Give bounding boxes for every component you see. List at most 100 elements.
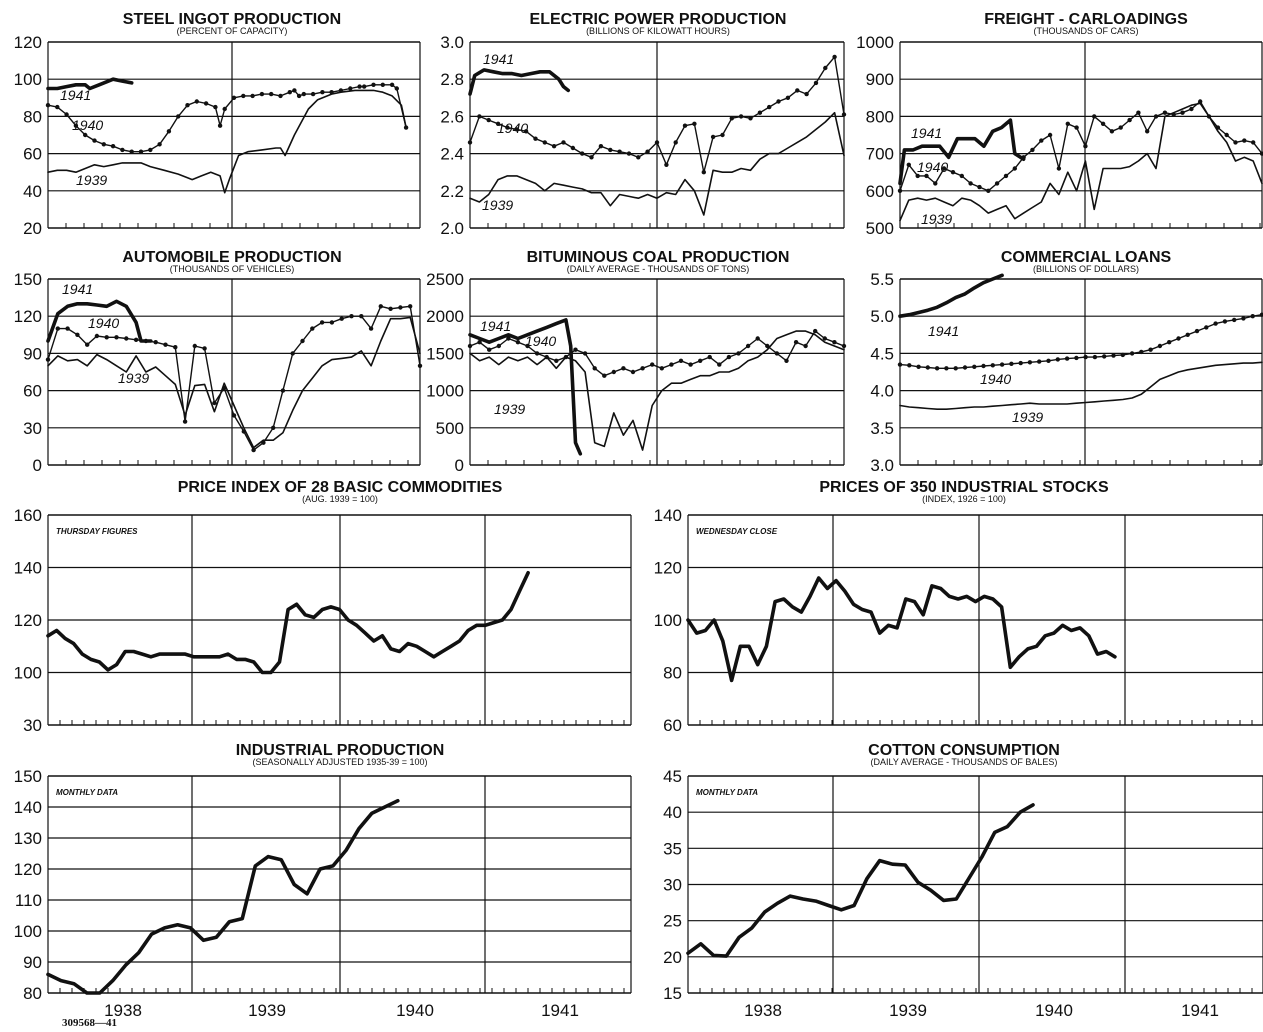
data-point: [287, 90, 292, 95]
data-point: [300, 338, 305, 344]
data-point: [94, 333, 100, 339]
data-point: [104, 335, 109, 340]
data-point: [1224, 132, 1229, 138]
chart-commodities: PRICE INDEX OF 28 BASIC COMMODITIES(AUG.…: [14, 479, 632, 735]
chart-subtitle: (SEASONALLY ADJUSTED 1935-39 = 100): [252, 757, 427, 767]
y-tick-label: 800: [866, 107, 894, 126]
data-point: [1198, 99, 1203, 104]
data-point: [486, 117, 491, 123]
data-point: [389, 82, 395, 88]
y-tick-label: 90: [23, 344, 42, 363]
data-point: [1259, 151, 1263, 156]
data-point: [1064, 356, 1070, 361]
data-point: [944, 366, 949, 371]
series-line: [469, 111, 845, 216]
y-tick-label: 4.0: [870, 382, 894, 401]
data-point: [496, 343, 501, 349]
x-tick-label: 1939: [889, 1001, 927, 1020]
data-point: [598, 144, 604, 149]
y-tick-label: 90: [23, 953, 42, 972]
series-line: [899, 314, 1263, 369]
data-point: [1136, 110, 1141, 115]
data-point: [994, 181, 1000, 186]
y-tick-label: 120: [14, 307, 42, 326]
data-point: [925, 365, 930, 370]
data-point: [261, 440, 266, 445]
data-point: [182, 419, 188, 424]
data-point: [202, 346, 207, 351]
y-tick-label: 25: [663, 912, 682, 931]
data-point: [290, 351, 295, 356]
y-tick-label: 1500: [426, 344, 464, 363]
chart-subtitle: (THOUSANDS OF CARS): [1033, 26, 1138, 36]
data-point: [388, 306, 393, 311]
data-point: [1251, 140, 1256, 145]
data-point: [1213, 321, 1218, 326]
data-point: [292, 88, 297, 93]
data-point: [1233, 140, 1238, 145]
data-point: [941, 166, 947, 171]
x-tick-label: 1938: [744, 1001, 782, 1020]
data-point: [774, 351, 780, 356]
data-point: [212, 400, 217, 406]
data-point: [726, 354, 732, 360]
data-point: [1018, 360, 1023, 366]
data-point: [133, 337, 139, 342]
y-tick-label: 120: [14, 33, 42, 52]
data-point: [301, 91, 306, 97]
data-point: [380, 82, 385, 88]
data-point: [83, 132, 88, 138]
data-point: [192, 343, 197, 349]
data-point: [1259, 312, 1263, 317]
data-point: [378, 304, 383, 309]
series-label: 1941: [62, 281, 93, 297]
data-point: [1242, 138, 1247, 143]
y-tick-label: 700: [866, 145, 894, 164]
y-tick-label: 100: [14, 70, 42, 89]
y-tick-label: 140: [654, 506, 682, 525]
data-point: [972, 364, 977, 369]
data-point: [505, 125, 510, 130]
data-point: [357, 84, 362, 89]
series-label: 1939: [494, 401, 525, 417]
data-point: [1157, 343, 1163, 349]
series-line: [468, 318, 583, 456]
chart-title: INDUSTRIAL PRODUCTION: [236, 742, 445, 759]
data-point: [650, 362, 655, 367]
chart-loans: COMMERCIAL LOANS(BILLIONS OF DOLLARS) 3.0…: [870, 249, 1263, 475]
data-point: [738, 114, 744, 119]
series-label: 1941: [60, 87, 91, 103]
chart-industrial: INDUSTRIAL PRODUCTION(SEASONALLY ADJUSTE…: [14, 742, 632, 1020]
data-point: [194, 99, 199, 104]
series-line: [469, 330, 845, 377]
data-point: [1180, 110, 1185, 115]
chart-title: STEEL INGOT PRODUCTION: [123, 11, 341, 28]
data-point: [319, 320, 325, 325]
data-point: [75, 332, 80, 337]
data-point: [990, 363, 995, 368]
y-tick-label: 35: [663, 839, 682, 858]
data-point: [296, 93, 302, 99]
data-point: [710, 134, 716, 140]
data-point: [1153, 114, 1159, 119]
data-point: [45, 357, 51, 362]
data-point: [487, 347, 492, 352]
chart-freight: FREIGHT - CARLOADINGS(THOUSANDS OF CARS)…: [856, 11, 1263, 238]
y-tick-label: 3.0: [870, 456, 894, 475]
data-point: [933, 181, 938, 186]
data-point: [514, 127, 519, 132]
data-point: [329, 90, 334, 95]
chart-stocks: PRICES OF 350 INDUSTRIAL STOCKS(INDEX, 1…: [654, 479, 1263, 735]
data-point: [785, 95, 791, 101]
y-tick-label: 120: [654, 559, 682, 578]
data-point: [1139, 349, 1144, 355]
y-tick-label: 120: [14, 860, 42, 879]
data-point: [368, 326, 374, 331]
data-point: [720, 132, 725, 138]
chart-title: COMMERCIAL LOANS: [1001, 249, 1172, 266]
y-tick-label: 130: [14, 829, 42, 848]
y-tick-label: 2.0: [440, 219, 464, 238]
series-label: 1939: [1012, 409, 1043, 425]
data-point: [669, 362, 674, 367]
y-tick-label: 500: [866, 219, 894, 238]
